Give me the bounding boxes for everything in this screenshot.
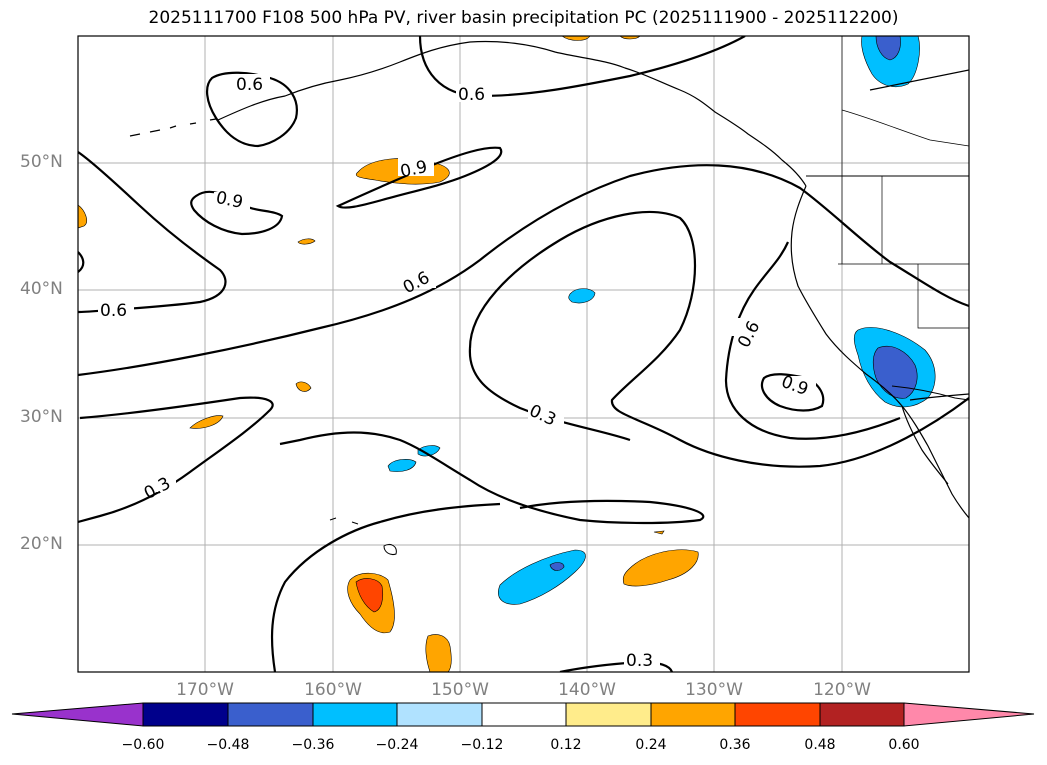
fill-blue-small1 — [387, 459, 417, 472]
lon-label: 150°W — [431, 680, 489, 700]
lon-label: 120°W — [813, 680, 871, 700]
contour-03-mid — [468, 211, 969, 468]
lat-label: 30°N — [20, 407, 63, 427]
map-frame — [77, 35, 970, 673]
fill-orange-small2 — [295, 381, 312, 392]
contour-label: 0.6 — [458, 85, 485, 105]
colorbar-tick-label: −0.60 — [121, 737, 165, 753]
lon-label: 170°W — [176, 680, 234, 700]
contour-03-main — [279, 431, 705, 525]
colorbar — [11, 702, 1035, 727]
map-title: 2025111700 F108 500 hPa PV, river basin … — [148, 8, 899, 28]
contour-03-inner — [78, 396, 274, 524]
fill-orange-small3 — [189, 415, 224, 429]
colorbar-tick-label: 0.60 — [888, 737, 920, 753]
coast-alaska-south — [217, 40, 807, 187]
lat-label: 50°N — [20, 152, 63, 172]
colorbar-tick-label: −0.24 — [375, 737, 419, 753]
fill-blue-small2 — [417, 445, 441, 457]
lat-label: 40°N — [20, 279, 63, 299]
contour-06-main — [78, 164, 969, 377]
contour-06-top — [418, 36, 746, 98]
coast-aleutian-isles — [129, 118, 217, 137]
colorbar-extend-low — [11, 702, 144, 727]
colorbar-tick-label: 0.24 — [635, 737, 667, 753]
colorbar-tick-label: −0.36 — [291, 737, 335, 753]
contour-label: 0.6 — [100, 301, 127, 321]
fill-darkblue-socal — [872, 345, 918, 399]
coast-eastnorth — [869, 69, 969, 91]
border-canada-provinces — [841, 36, 969, 176]
colorbar-extend-high — [903, 702, 1035, 727]
contour-03-lower — [468, 347, 631, 442]
lon-label: 140°W — [558, 680, 616, 700]
contour-labels: 0.6 0.6 0.9 0.9 0.6 0.6 0.6 0.9 0.3 0.3 … — [98, 74, 816, 671]
lon-label: 160°W — [304, 680, 362, 700]
border-states — [838, 176, 969, 329]
contour-06-west-coast — [724, 241, 901, 440]
fill-orange-south — [425, 634, 452, 672]
contour-03-south — [270, 502, 501, 672]
fill-orange-east — [622, 549, 699, 587]
fill-orange-tiny — [653, 530, 665, 535]
border-usa-mexico — [891, 385, 969, 401]
contour-09-socal — [760, 373, 825, 412]
contour-label: 0.6 — [236, 75, 263, 95]
lon-label: 130°W — [685, 680, 743, 700]
fill-red-hawaii-west — [355, 578, 384, 613]
colorbar-tick-label: 0.36 — [719, 737, 751, 753]
fill-blue-south — [498, 549, 586, 605]
colorbar-tick-label: 0.48 — [804, 737, 836, 753]
contour-06-westside — [78, 151, 227, 314]
fill-orange-westedge — [78, 204, 87, 229]
coast-hawaii — [329, 517, 397, 555]
coastlines — [129, 36, 969, 555]
coast-mexico-main — [909, 393, 969, 401]
fill-darkblue-south — [549, 562, 565, 571]
coast-baja — [901, 405, 949, 485]
colorbar-tick-label: −0.12 — [460, 737, 504, 753]
fill-orange-top — [561, 36, 591, 41]
lat-label: 20°N — [20, 534, 63, 554]
colorbar-tick-label: 0.12 — [550, 737, 582, 753]
fill-darkblue-northeast — [875, 36, 901, 61]
contour-label: 0.3 — [626, 651, 653, 671]
contour-06-west-small — [78, 251, 85, 273]
fill-blue-center — [568, 288, 596, 304]
colorbar-tick-label: −0.48 — [206, 737, 250, 753]
contour-09-aleutian — [335, 146, 503, 209]
fill-orange-small1 — [297, 238, 316, 245]
contour-label: 0.3 — [526, 401, 559, 431]
